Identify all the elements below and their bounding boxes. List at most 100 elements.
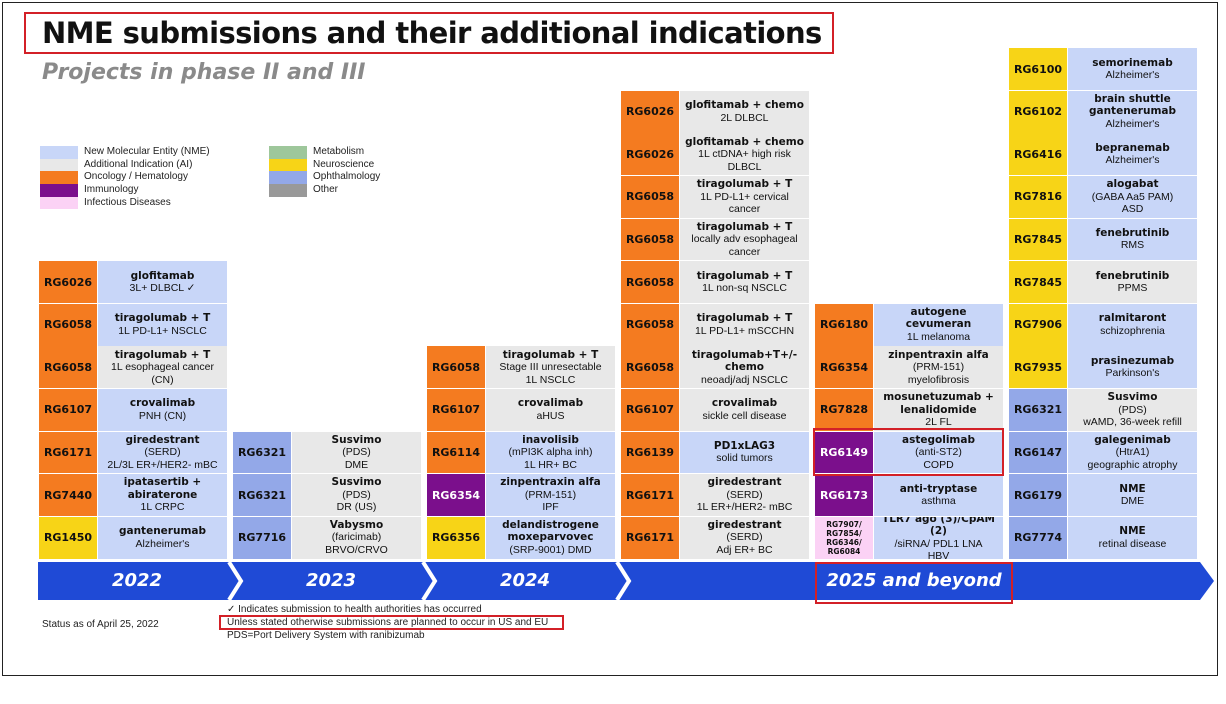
indication-cell: NME retinal disease	[1068, 516, 1197, 559]
indication-text: (anti-ST2)	[915, 446, 962, 459]
indication-cell: NME DME	[1068, 474, 1197, 516]
molecule-name: tiragolumab + T	[114, 312, 211, 325]
indication-cell: tiragolumab+T+/- chemo neoadj/adj NSCLC	[680, 346, 809, 389]
indication-text: COPD	[923, 458, 954, 471]
page-subtitle: Projects in phase II and III	[42, 60, 366, 85]
legend-item: Oncology / Hematology	[40, 171, 210, 185]
compound-code: RG6058	[39, 346, 97, 389]
timeline-year-label: 2025 and beyond	[826, 570, 1002, 591]
indication-text: (GABA Aa5 PAM)	[1091, 190, 1174, 203]
molecule-name: zinpentraxin alfa	[888, 348, 989, 361]
indication-text: DR (US)	[336, 501, 377, 514]
compound-code: RG6354	[427, 474, 485, 516]
indication-cell: tiragolumab + T 1L non-sq NSCLC	[680, 261, 809, 303]
compound-code: RG6147	[1009, 431, 1067, 474]
indication-text: (HtrA1)	[1115, 446, 1150, 459]
timeline-year-label: 2023	[305, 570, 357, 591]
compound-code: RG1450	[39, 516, 97, 559]
indication-text: Adj ER+ BC	[716, 543, 773, 556]
indication-text: geographic atrophy	[1087, 458, 1178, 471]
molecule-name: delandistrogene moxeparvovec	[502, 518, 599, 544]
molecule-name: tiragolumab+T+/- chemo	[691, 348, 798, 374]
indication-text: Alzheimer's	[1105, 69, 1160, 82]
molecule-name: Vabysmo	[329, 518, 384, 531]
molecule-name: TLR7 ago (3)/CpAM (2)	[882, 516, 995, 538]
molecule-name: NME	[1119, 525, 1146, 538]
indication-text: 3L+ DLBCL ✓	[129, 282, 196, 295]
molecule-name: glofitamab	[130, 269, 195, 282]
indication-cell: Susvimo (PDS) DME	[292, 431, 421, 474]
compound-code: RG6058	[621, 303, 679, 346]
indication-text: cancer	[728, 245, 761, 258]
indication-text: PPMS	[1117, 282, 1148, 295]
indication-text: retinal disease	[1098, 537, 1167, 550]
molecule-name: giredestrant	[707, 476, 782, 489]
compound-code: RG7816	[1009, 176, 1067, 218]
indication-cell: tiragolumab + T 1L PD-L1+ mSCCHN	[680, 303, 809, 346]
compound-code: RG6173	[815, 474, 873, 516]
indication-text: 1L NSCLC	[525, 373, 576, 386]
indication-text: 1L CRPC	[140, 501, 185, 514]
indication-text: 1L esophageal cancer	[111, 361, 214, 374]
compound-code: RG6171	[621, 474, 679, 516]
molecule-name: ralmitaront	[1098, 312, 1167, 325]
legend-item: Immunology	[40, 184, 210, 197]
compound-code: RG6107	[427, 389, 485, 431]
legend-swatch	[40, 171, 78, 185]
compound-code: RG6107	[621, 389, 679, 431]
molecule-name: giredestrant	[125, 433, 200, 446]
indication-text: sickle cell disease	[702, 409, 787, 422]
indication-text: (PRM-151)	[912, 361, 965, 374]
indication-cell: brain shuttle gantenerumab Alzheimer's	[1068, 90, 1197, 133]
highlight-rg6149-box	[813, 428, 1004, 476]
footnote-submission-regions: Unless stated otherwise submissions are …	[227, 617, 549, 628]
molecule-name: inavolisib	[522, 433, 579, 446]
legend-therapy-areas: New Molecular Entity (NME) Additional Ind…	[40, 146, 210, 210]
indication-text: (PDS)	[342, 446, 371, 459]
indication-text: 2L FL	[925, 416, 952, 429]
legend-item: New Molecular Entity (NME)	[40, 146, 210, 159]
indication-cell: crovalimab aHUS	[486, 389, 615, 431]
timeline-year-label: 2024	[499, 570, 551, 591]
compound-code: RG6100	[1009, 48, 1067, 90]
indication-cell: giredestrant (SERD) Adj ER+ BC	[680, 516, 809, 559]
compound-code: RG6026	[39, 261, 97, 303]
indication-text: (faricimab)	[331, 531, 382, 544]
legend-item: Neuroscience	[269, 158, 380, 172]
molecule-name: tiragolumab + T	[696, 178, 793, 191]
molecule-name: astegolimab	[902, 433, 975, 446]
molecule-name: crovalimab	[129, 397, 196, 410]
indication-cell: Susvimo (PDS) DR (US)	[292, 474, 421, 516]
indication-cell: inavolisib (mPI3K alpha inh) 1L HR+ BC	[486, 431, 615, 474]
legend-swatch	[269, 146, 307, 159]
compound-code: RG7845	[1009, 261, 1067, 303]
timeline-chevron	[615, 562, 632, 600]
compound-code-part: RG6346/	[826, 537, 862, 547]
compound-code: RG6026	[621, 133, 679, 176]
compound-code: RG6354	[815, 346, 873, 389]
indication-text: IPF	[542, 501, 559, 514]
legend-label: Oncology / Hematology	[84, 171, 188, 183]
legend-item: Metabolism	[269, 146, 380, 159]
indication-cell: crovalimab sickle cell disease	[680, 389, 809, 431]
molecule-name: PD1xLAG3	[713, 439, 776, 452]
indication-cell: ipatasertib + abiraterone 1L CRPC	[98, 474, 227, 516]
legend-label: Additional Indication (AI)	[84, 158, 193, 170]
indication-text: Alzheimer's	[1105, 154, 1160, 167]
compound-code: RG7935	[1009, 346, 1067, 389]
legend-item: Other	[269, 184, 380, 197]
molecule-name: fenebrutinib	[1095, 226, 1170, 239]
compound-code: RG6179	[1009, 474, 1067, 516]
molecule-name: autogene cevumeran	[905, 305, 972, 331]
legend-swatch	[40, 196, 78, 210]
indication-cell: crovalimab PNH (CN)	[98, 389, 227, 431]
indication-text: (SERD)	[144, 446, 181, 459]
indication-text: (PDS)	[342, 488, 371, 501]
indication-text: myelofibrosis	[907, 373, 970, 386]
highlight-footnote-box	[219, 615, 564, 630]
indication-text: solid tumors	[716, 452, 773, 465]
indication-text: wAMD, 36-week refill	[1083, 416, 1182, 429]
indication-cell: galegenimab (HtrA1) geographic atrophy	[1068, 431, 1197, 474]
indication-cell: glofitamab + chemo 1L ctDNA+ high risk DLB…	[680, 133, 809, 176]
compound-code: RG6356	[427, 516, 485, 559]
